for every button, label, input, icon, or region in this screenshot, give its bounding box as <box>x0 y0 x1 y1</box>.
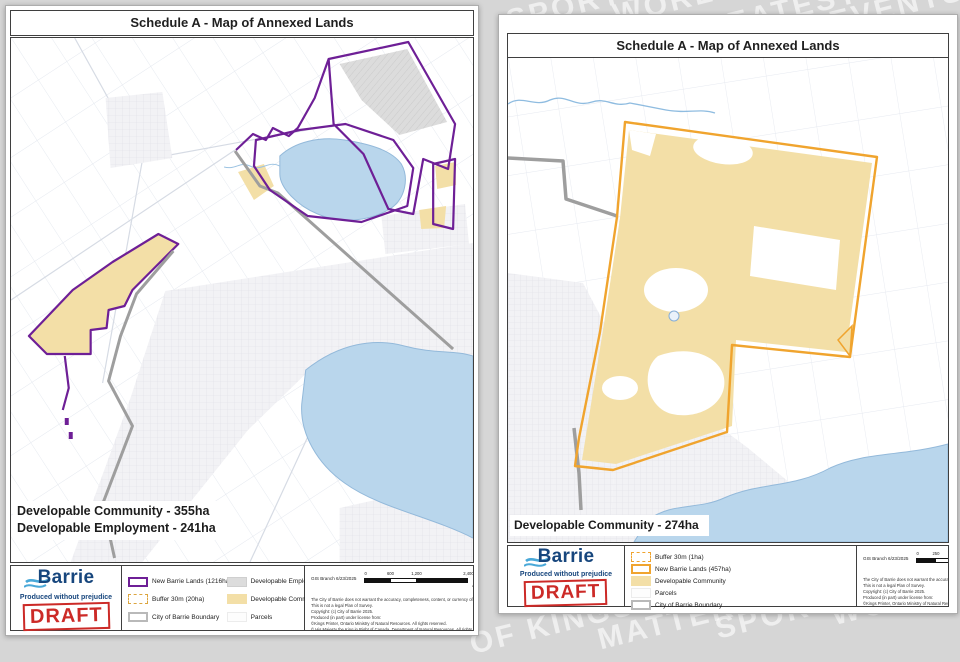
scale-tick: 0 <box>364 571 366 576</box>
buffer-30m-swatch-icon <box>128 594 148 604</box>
legend-item-developable-community: Developable Community <box>227 594 304 604</box>
developable-community-swatch-icon <box>227 594 247 604</box>
scale-tick: 2,400 <box>463 571 473 576</box>
right-map-title: Schedule A - Map of Annexed Lands <box>507 33 949 58</box>
stat-employment: Developable Employment - 241ha <box>17 520 216 537</box>
left-map-canvas <box>11 38 473 562</box>
legend-label: City of Barrie Boundary <box>152 614 219 621</box>
scale-tick: 600 <box>387 571 394 576</box>
scale-bar: 0 600 1,200 2,400 Metres <box>364 571 468 586</box>
map-marker <box>669 311 679 321</box>
legend-item-city-boundary: City of Barrie Boundary <box>128 612 223 622</box>
barrie-logo-text: Barrie <box>538 546 595 567</box>
city-boundary-swatch-icon <box>631 600 651 610</box>
left-legend-box: New Barrie Lands (1216ha) Buffer 30m (20… <box>122 565 305 631</box>
new-barrie-lands-swatch-icon <box>128 577 148 587</box>
legend-label: Buffer 30m (20ha) <box>152 596 204 603</box>
legend-label: Parcels <box>655 590 677 597</box>
produced-without-prejudice-label: Produced without prejudice <box>20 594 112 601</box>
scale-tick: 250 <box>932 551 939 556</box>
left-logo-box: Barrie Produced without prejudice DRAFT <box>10 565 122 631</box>
disclaimer-line: The City of Barrie does not warrant the … <box>863 577 942 583</box>
left-map-stats: Developable Community - 355ha Developabl… <box>13 501 226 540</box>
left-legend-strip: Barrie Produced without prejudice DRAFT … <box>10 565 474 631</box>
disclaimer-line: The City of Barrie does not warrant the … <box>311 597 467 603</box>
gis-branch-date: GIS Branch 6/23/2025 <box>311 576 356 581</box>
disclaimer-text: The City of Barrie does not warrant the … <box>311 597 467 632</box>
legend-item-buffer-30m: Buffer 30m (20ha) <box>128 594 223 604</box>
gis-branch-date: GIS Branch 6/23/2025 <box>863 556 908 561</box>
legend-item-parcels: Parcels <box>631 588 852 598</box>
stat-community: Developable Community - 274ha <box>514 517 699 533</box>
legend-label: Developable Community <box>655 578 726 585</box>
legend-label: City of Barrie Boundary <box>655 602 722 609</box>
disclaimer-text: The City of Barrie does not warrant the … <box>863 577 942 608</box>
legend-item-developable-community: Developable Community <box>631 576 852 586</box>
barrie-logo: Barrie <box>38 567 95 591</box>
right-map-stats: Developable Community - 274ha <box>510 515 709 536</box>
right-legend-box: Buffer 30m (1ha) New Barrie Lands (457ha… <box>625 545 857 607</box>
legend-item-new-barrie-lands: New Barrie Lands (1216ha) <box>128 577 223 587</box>
left-map-title: Schedule A - Map of Annexed Lands <box>10 10 474 36</box>
legend-label: New Barrie Lands (457ha) <box>655 566 731 573</box>
scale-bar: 0 250 500 1,000 Metres <box>916 551 949 566</box>
produced-without-prejudice-label: Produced without prejudice <box>520 571 612 578</box>
right-info-box: GIS Branch 6/23/2025 0 250 500 1,000 Met… <box>857 545 949 607</box>
legend-item-parcels: Parcels <box>227 612 304 622</box>
left-map-page: Schedule A - Map of Annexed Lands <box>5 5 479 636</box>
legend-item-developable-employment: Developable Employment <box>227 577 304 587</box>
scale-tick: 1,200 <box>411 571 421 576</box>
disclaimer-line: © His Majesty the King in Right of Canad… <box>311 627 467 631</box>
disclaimer-line: Produced (in part) under license from: <box>863 595 942 601</box>
right-legend-strip: Barrie Produced without prejudice DRAFT … <box>507 545 949 607</box>
right-map-canvas <box>508 58 948 542</box>
developable-employment-swatch-icon <box>227 577 247 587</box>
scale-tick: 0 <box>916 551 918 556</box>
developable-community-swatch-icon <box>631 576 651 586</box>
parcels-swatch-icon <box>631 588 651 598</box>
barrie-logo: Barrie <box>538 546 595 568</box>
right-logo-box: Barrie Produced without prejudice DRAFT <box>507 545 625 607</box>
draft-stamp: DRAFT <box>524 579 608 607</box>
city-boundary-swatch-icon <box>128 612 148 622</box>
parcels-swatch-icon <box>227 612 247 622</box>
legend-label: New Barrie Lands (1216ha) <box>152 578 232 585</box>
stat-community: Developable Community - 355ha <box>17 503 216 520</box>
new-barrie-lands-swatch-icon <box>631 564 651 574</box>
buffer-30m-swatch-icon <box>631 552 651 562</box>
left-info-box: GIS Branch 6/23/2025 0 600 1,200 2,400 M… <box>305 565 474 631</box>
left-map-frame: Developable Community - 355ha Developabl… <box>10 37 474 563</box>
legend-item-city-boundary: City of Barrie Boundary <box>631 600 852 610</box>
right-map-page: Schedule A - Map of Annexed Lands <box>498 14 958 614</box>
barrie-logo-text: Barrie <box>38 567 95 588</box>
legend-label: Buffer 30m (1ha) <box>655 554 704 561</box>
legend-label: Parcels <box>251 614 273 621</box>
legend-item-new-barrie-lands: New Barrie Lands (457ha) <box>631 564 852 574</box>
draft-stamp: DRAFT <box>22 601 109 630</box>
right-map-frame: Developable Community - 274ha <box>507 57 949 543</box>
legend-item-buffer-30m: Buffer 30m (1ha) <box>631 552 852 562</box>
